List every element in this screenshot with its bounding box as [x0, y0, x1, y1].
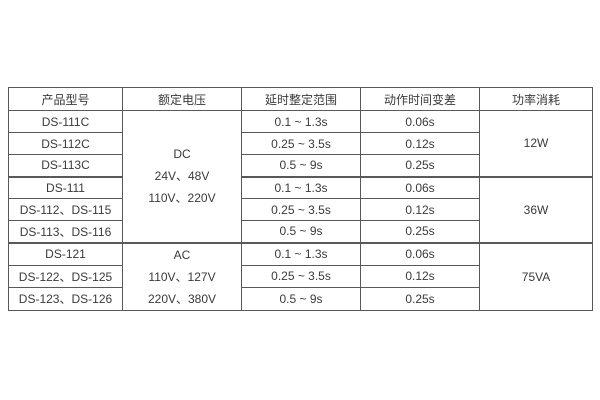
table-row: DS-112C 0.25 ~ 3.5s 0.12s	[8, 132, 593, 155]
voltage-cell-ac: AC 110V、127V 220V、380V	[122, 241, 242, 311]
header-rated-voltage: 额定电压	[122, 87, 242, 111]
model-cell: DS-113、DS-116	[8, 220, 123, 243]
header-time-variation: 动作时间变差	[360, 87, 480, 111]
voltage-line: AC	[173, 247, 191, 262]
model-cell: DS-111	[8, 175, 123, 199]
delay-range-cell: 0.1 ~ 1.3s	[241, 175, 361, 199]
delay-range-cell: 0.1 ~ 1.3s	[241, 110, 361, 133]
variation-cell: 0.12s	[360, 264, 480, 288]
variation-cell: 0.06s	[360, 110, 480, 133]
delay-range-cell: 0.5 ~ 9s	[241, 220, 361, 243]
product-spec-table: 产品型号 额定电压 延时整定范围 动作时间变差 功率消耗 DS-111C DC …	[8, 87, 593, 311]
voltage-line: DC	[173, 147, 191, 162]
model-cell: DS-122、DS-125	[8, 264, 123, 288]
variation-cell: 0.12s	[360, 132, 480, 155]
model-cell: DS-112、DS-115	[8, 198, 123, 221]
table-row: DS-111C DC 24V、48V 110V、220V 0.1 ~ 1.3s …	[8, 110, 593, 243]
delay-range-cell: 0.25 ~ 3.5s	[241, 264, 361, 288]
table-row: DS-113、DS-116 0.5 ~ 9s 0.25s	[8, 220, 593, 243]
table-row: DS-121 AC 110V、127V 220V、380V 0.1 ~ 1.3s…	[8, 241, 593, 311]
model-cell: DS-111C	[8, 110, 123, 133]
header-power-consumption: 功率消耗	[479, 87, 593, 111]
header-delay-range: 延时整定范围	[241, 87, 361, 111]
header-product-model: 产品型号	[8, 87, 123, 111]
voltage-cell-dc: DC 24V、48V 110V、220V	[122, 110, 242, 243]
model-cell: DS-112C	[8, 132, 123, 155]
table-row: DS-111 0.1 ~ 1.3s 0.06s 36W	[8, 175, 593, 243]
model-cell: DS-121	[8, 241, 123, 266]
delay-range-cell: 0.25 ~ 3.5s	[241, 132, 361, 155]
voltage-line: 110V、220V	[148, 191, 216, 206]
variation-cell: 0.25s	[360, 287, 480, 311]
delay-range-cell: 0.5 ~ 9s	[241, 287, 361, 311]
delay-range-cell: 0.5 ~ 9s	[241, 154, 361, 177]
header-row: 产品型号 额定电压 延时整定范围 动作时间变差 功率消耗	[8, 87, 593, 111]
variation-cell: 0.12s	[360, 198, 480, 221]
voltage-line: 110V、127V	[148, 269, 216, 284]
table-row: DS-123、DS-126 0.5 ~ 9s 0.25s	[8, 287, 593, 311]
table-row: DS-122、DS-125 0.25 ~ 3.5s 0.12s	[8, 264, 593, 288]
variation-cell: 0.25s	[360, 220, 480, 243]
delay-range-cell: 0.25 ~ 3.5s	[241, 198, 361, 221]
table-row: DS-113C 0.5 ~ 9s 0.25s	[8, 154, 593, 177]
variation-cell: 0.06s	[360, 175, 480, 199]
power-cell-12w: 12W	[479, 110, 593, 177]
variation-cell: 0.25s	[360, 154, 480, 177]
model-cell: DS-123、DS-126	[8, 287, 123, 311]
variation-cell: 0.06s	[360, 241, 480, 266]
voltage-line: 220V、380V	[147, 291, 217, 306]
delay-range-cell: 0.1 ~ 1.3s	[241, 241, 361, 266]
power-cell-36w: 36W	[479, 175, 593, 243]
power-cell-75va: 75VA	[479, 241, 593, 311]
model-cell: DS-113C	[8, 154, 123, 177]
voltage-line: 24V、48V	[154, 169, 210, 184]
spec-table-container: 产品型号 额定电压 延时整定范围 动作时间变差 功率消耗 DS-111C DC …	[8, 87, 593, 311]
